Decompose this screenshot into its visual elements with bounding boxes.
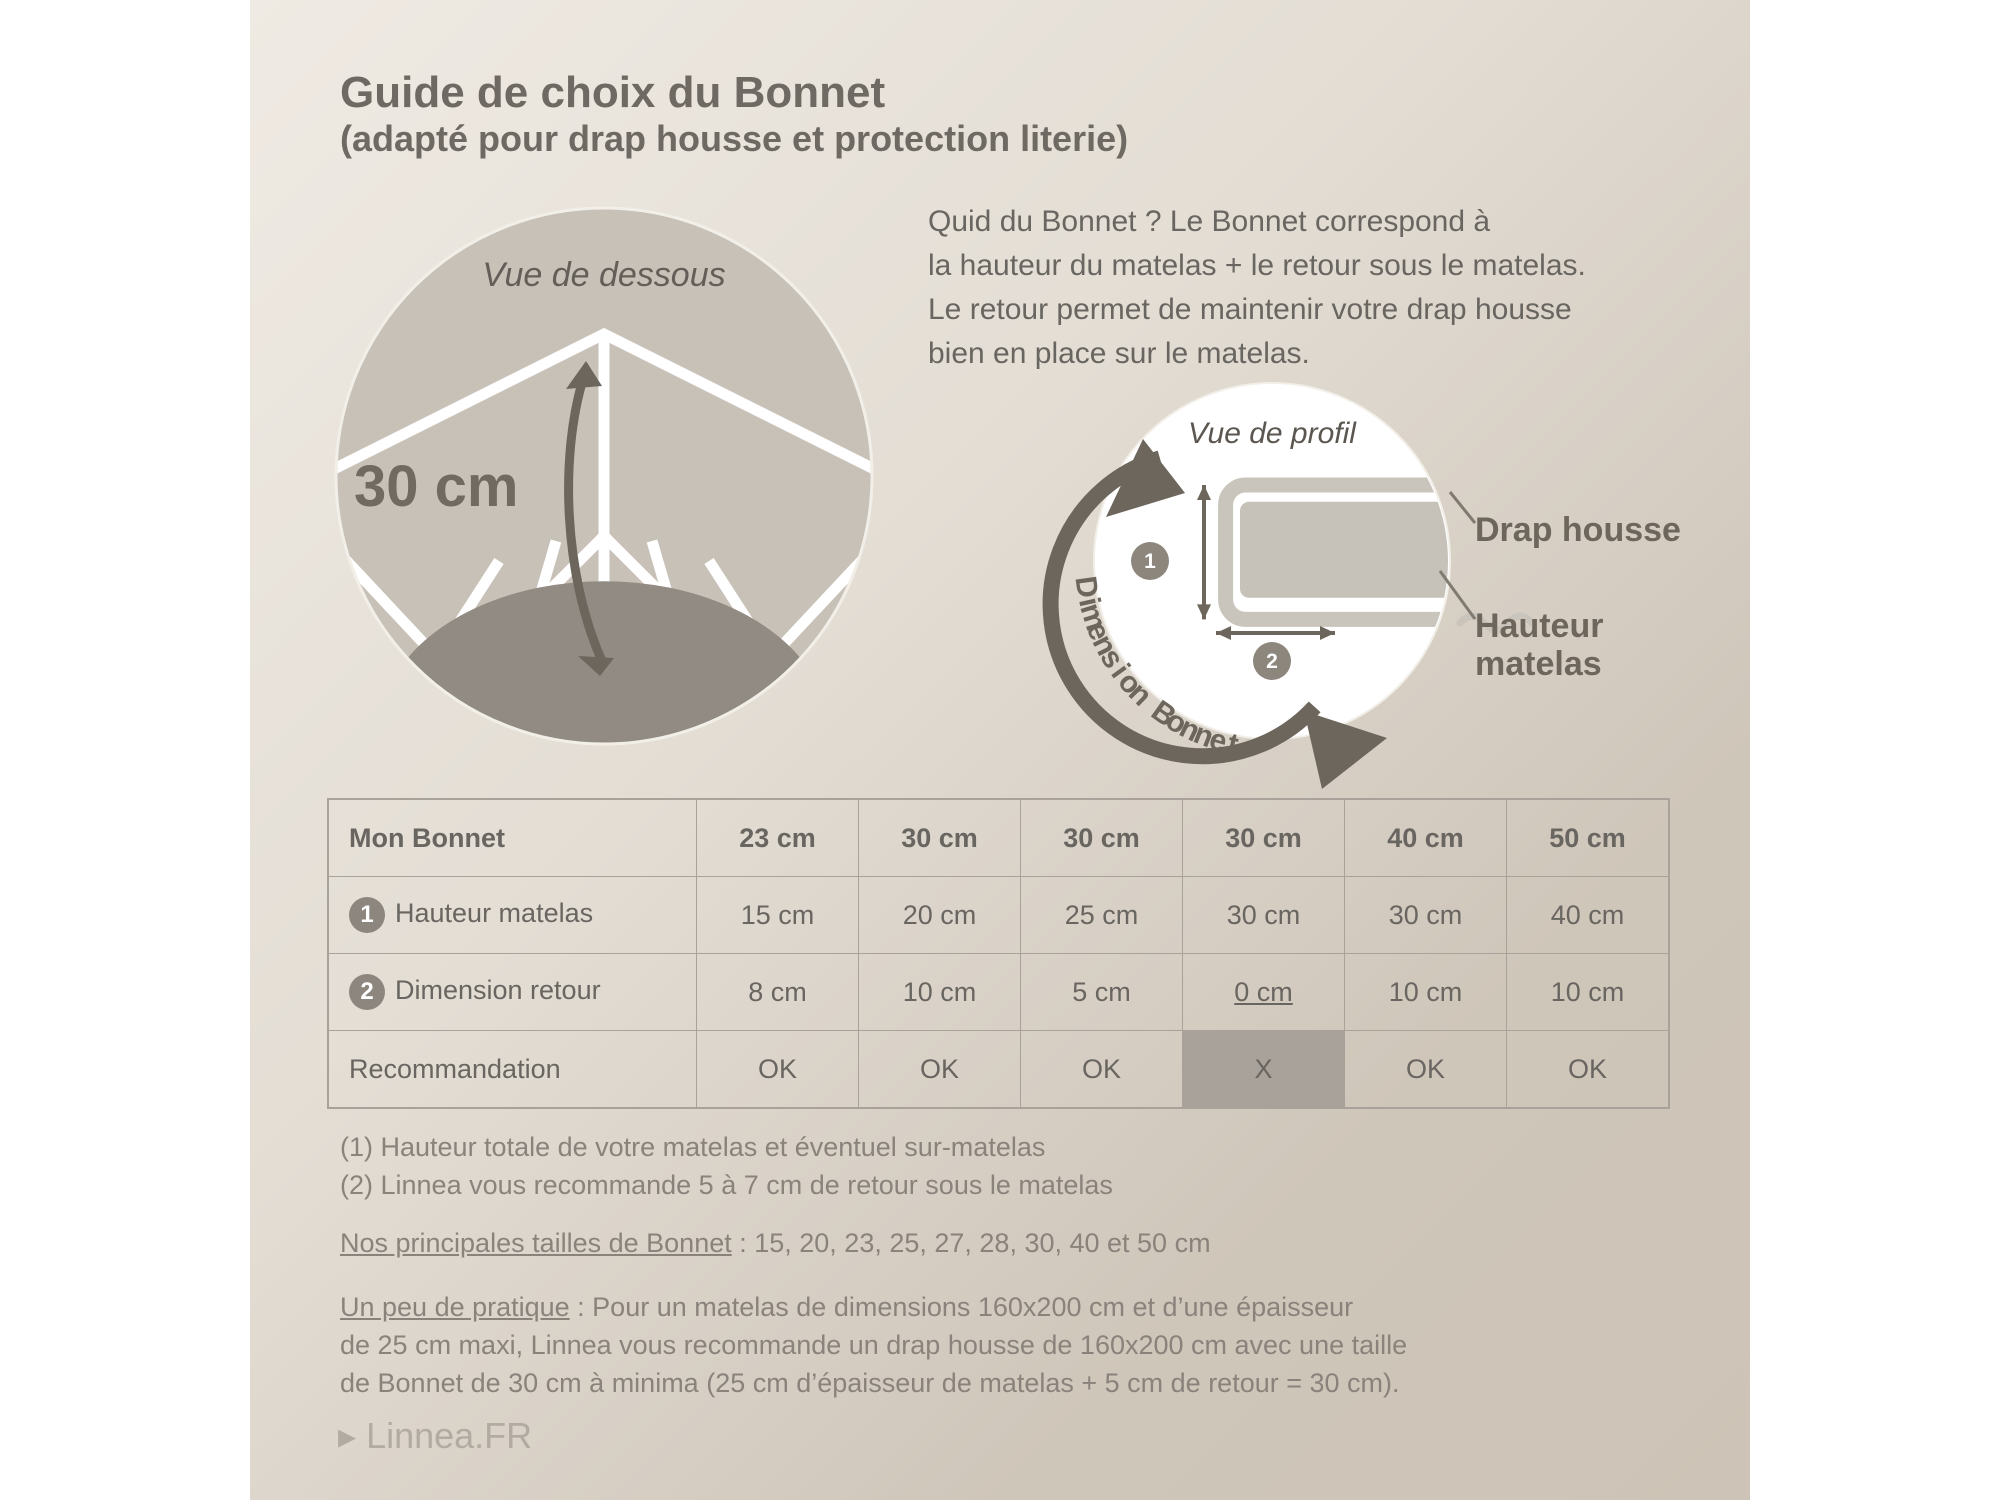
- svg-text:30 cm: 30 cm: [354, 454, 518, 519]
- svg-text:matelas: matelas: [1475, 645, 1602, 683]
- svg-text:1: 1: [1144, 550, 1156, 573]
- svg-text:Hauteur: Hauteur: [1475, 607, 1603, 645]
- svg-text:Vue de profil: Vue de profil: [1188, 417, 1357, 450]
- svg-text:Drap housse: Drap housse: [1475, 511, 1681, 549]
- svg-text:Vue de dessous: Vue de dessous: [482, 256, 725, 294]
- svg-text:2: 2: [1266, 650, 1278, 673]
